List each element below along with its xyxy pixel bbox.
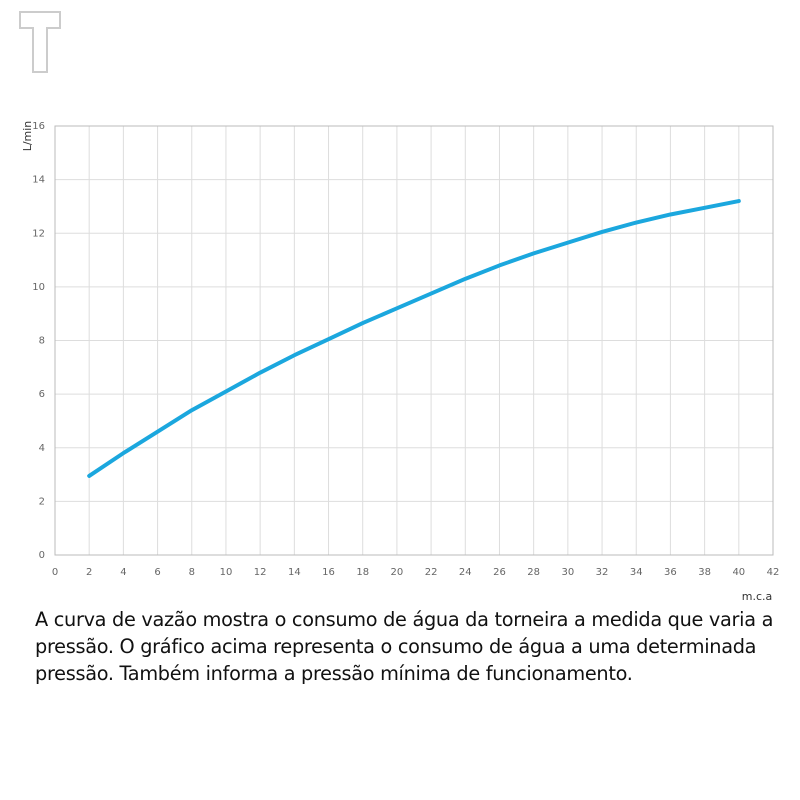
y-tick-label: 8 xyxy=(39,336,45,347)
x-tick-label: 16 xyxy=(322,567,335,578)
x-tick-label: 18 xyxy=(356,567,369,578)
y-tick-label: 14 xyxy=(32,175,45,186)
y-tick-label: 10 xyxy=(32,282,45,293)
x-tick-label: 36 xyxy=(664,567,677,578)
x-tick-label: 42 xyxy=(767,567,780,578)
x-tick-label: 12 xyxy=(254,567,267,578)
x-tick-label: 2 xyxy=(86,567,92,578)
x-tick-label: 32 xyxy=(596,567,609,578)
caption-line: pressão. O gráfico acima representa o co… xyxy=(35,635,757,658)
x-tick-label: 14 xyxy=(288,567,301,578)
caption-line: A curva de vazão mostra o consumo de águ… xyxy=(35,608,774,631)
x-tick-label: 40 xyxy=(732,567,745,578)
x-tick-label: 20 xyxy=(391,567,404,578)
x-tick-label: 4 xyxy=(120,567,126,578)
x-tick-label: 10 xyxy=(220,567,233,578)
x-tick-label: 34 xyxy=(630,567,643,578)
y-tick-label: 12 xyxy=(32,228,45,239)
data-line xyxy=(87,199,741,478)
y-tick-label: 2 xyxy=(39,496,45,507)
x-tick-label: 24 xyxy=(459,567,472,578)
y-tick-label: 16 xyxy=(32,121,45,132)
logo xyxy=(19,11,61,73)
y-tick-label: 4 xyxy=(39,443,45,454)
caption-line: pressão. Também informa a pressão mínima… xyxy=(35,662,633,685)
y-tick-label: 0 xyxy=(39,550,45,561)
x-tick-label: 8 xyxy=(189,567,195,578)
y-axis-label: L/min xyxy=(21,121,34,152)
plot-frame xyxy=(54,125,774,556)
y-tick-label: 6 xyxy=(39,389,45,400)
x-tick-label: 22 xyxy=(425,567,438,578)
x-tick-label: 30 xyxy=(561,567,574,578)
x-tick-label: 28 xyxy=(527,567,540,578)
caption: A curva de vazão mostra o consumo de águ… xyxy=(35,606,795,687)
x-tick-label: 0 xyxy=(52,567,58,578)
x-axis-label: m.c.a xyxy=(742,590,773,600)
x-tick-label: 6 xyxy=(154,567,160,578)
x-tick-label: 26 xyxy=(493,567,506,578)
x-tick-label: 38 xyxy=(698,567,711,578)
